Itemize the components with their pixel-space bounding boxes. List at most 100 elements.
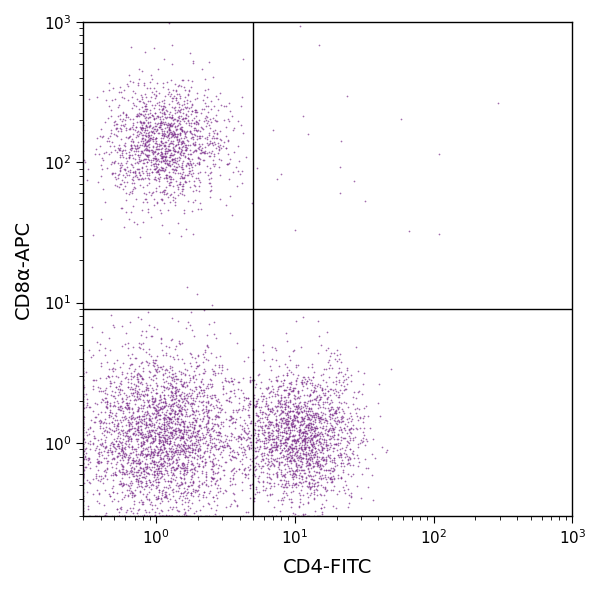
Point bbox=[148, 111, 158, 121]
Point bbox=[95, 476, 104, 486]
Point bbox=[85, 444, 95, 454]
Point bbox=[79, 464, 88, 473]
Point bbox=[357, 389, 367, 399]
Point bbox=[322, 415, 331, 425]
Point bbox=[116, 438, 126, 447]
Point bbox=[134, 427, 143, 437]
Point bbox=[134, 394, 143, 403]
Point bbox=[292, 316, 301, 326]
Point bbox=[79, 454, 88, 464]
Point bbox=[248, 442, 257, 452]
Point bbox=[238, 432, 248, 441]
Point bbox=[217, 436, 226, 446]
Point bbox=[153, 173, 163, 182]
Point bbox=[332, 504, 341, 513]
Point bbox=[79, 345, 88, 354]
Point bbox=[145, 133, 154, 142]
Point bbox=[317, 509, 327, 518]
Point bbox=[177, 380, 187, 389]
Point bbox=[305, 415, 315, 424]
Point bbox=[122, 428, 132, 438]
Point bbox=[95, 149, 104, 158]
Point bbox=[315, 431, 325, 440]
Point bbox=[343, 372, 353, 382]
Point bbox=[345, 424, 355, 434]
Point bbox=[173, 355, 183, 364]
Point bbox=[187, 128, 196, 137]
Point bbox=[161, 417, 170, 426]
Point bbox=[273, 440, 283, 449]
Point bbox=[307, 422, 316, 431]
Point bbox=[292, 447, 301, 457]
Point bbox=[175, 376, 185, 385]
Point bbox=[160, 399, 170, 408]
Point bbox=[96, 434, 106, 444]
Point bbox=[194, 446, 203, 456]
Point bbox=[158, 165, 167, 174]
Point bbox=[130, 426, 140, 436]
Point bbox=[128, 456, 138, 465]
Point bbox=[129, 217, 139, 227]
Point bbox=[218, 141, 228, 150]
Point bbox=[146, 458, 156, 467]
Point bbox=[153, 480, 163, 490]
Point bbox=[171, 382, 181, 391]
Point bbox=[396, 115, 406, 124]
Point bbox=[271, 512, 281, 521]
Point bbox=[341, 443, 350, 452]
Point bbox=[113, 452, 123, 461]
Point bbox=[124, 70, 133, 80]
Point bbox=[200, 454, 209, 463]
Point bbox=[159, 142, 169, 151]
Point bbox=[292, 458, 301, 467]
Point bbox=[374, 379, 384, 389]
Point bbox=[130, 140, 139, 150]
Point bbox=[264, 433, 274, 442]
Point bbox=[113, 432, 122, 441]
Point bbox=[142, 463, 152, 473]
Point bbox=[179, 190, 189, 199]
Point bbox=[344, 424, 353, 434]
Point bbox=[182, 158, 192, 167]
Point bbox=[112, 452, 122, 461]
Point bbox=[336, 417, 346, 427]
Point bbox=[121, 390, 130, 400]
Point bbox=[262, 443, 271, 452]
Point bbox=[137, 66, 147, 76]
Point bbox=[157, 388, 167, 397]
Point bbox=[153, 429, 163, 439]
Point bbox=[304, 397, 313, 406]
Point bbox=[187, 419, 197, 428]
Point bbox=[107, 372, 116, 381]
Point bbox=[160, 456, 169, 466]
Point bbox=[149, 83, 159, 93]
Point bbox=[156, 156, 166, 165]
Point bbox=[140, 113, 150, 123]
Point bbox=[148, 149, 157, 158]
Point bbox=[202, 425, 211, 434]
Point bbox=[295, 432, 304, 441]
Point bbox=[289, 421, 299, 431]
Point bbox=[102, 136, 112, 145]
Point bbox=[126, 434, 136, 443]
Point bbox=[224, 149, 233, 158]
Point bbox=[175, 385, 184, 394]
Point bbox=[277, 447, 286, 457]
Point bbox=[283, 434, 292, 443]
Point bbox=[296, 420, 305, 429]
Point bbox=[208, 474, 218, 483]
Point bbox=[329, 456, 339, 465]
Point bbox=[254, 415, 263, 424]
Point bbox=[180, 382, 190, 392]
Point bbox=[310, 478, 319, 488]
Point bbox=[133, 426, 143, 435]
Point bbox=[175, 177, 185, 187]
Point bbox=[340, 476, 350, 485]
Point bbox=[151, 508, 160, 517]
Point bbox=[199, 391, 209, 400]
Point bbox=[149, 194, 159, 204]
Point bbox=[137, 497, 147, 506]
Point bbox=[145, 121, 155, 131]
Point bbox=[144, 400, 154, 410]
Point bbox=[128, 173, 138, 182]
